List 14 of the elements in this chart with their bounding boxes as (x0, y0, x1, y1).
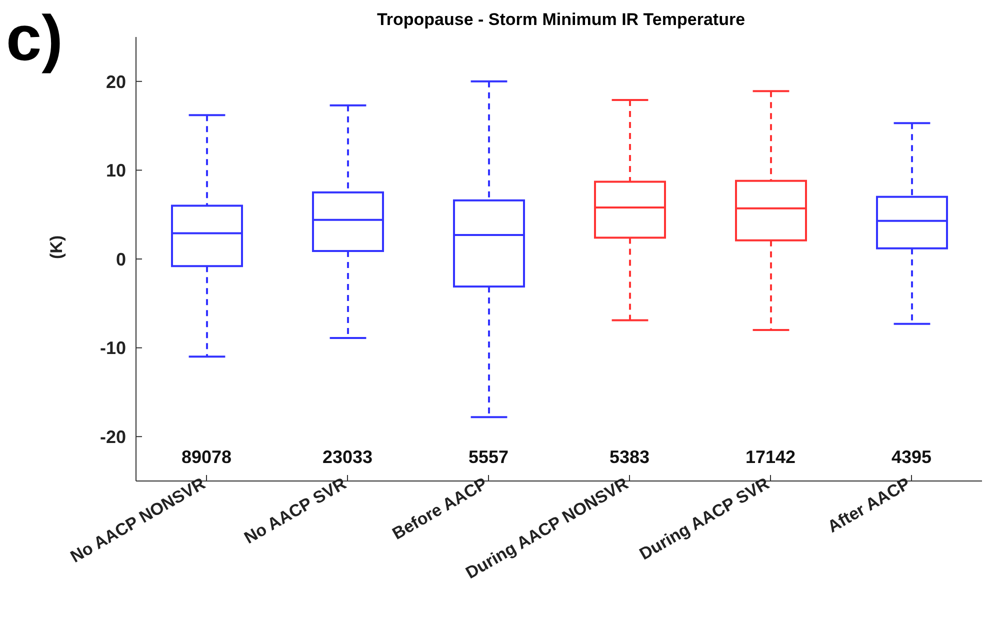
annotation: 89078 (181, 446, 232, 467)
text: c) (6, 2, 63, 74)
y-tick-label: -10 (100, 338, 126, 358)
annotation: 5557 (468, 446, 509, 467)
annotation: 23033 (322, 446, 373, 467)
y-tick-label: -20 (100, 426, 126, 447)
chart-title: Tropopause - Storm Minimum IR Temperature (376, 10, 746, 30)
annotation: 4395 (891, 446, 932, 467)
y-tick-label: 0 (116, 249, 126, 270)
y-tick-label: 10 (106, 160, 126, 181)
annotation: 5383 (609, 446, 650, 467)
annotation: 17142 (745, 446, 796, 467)
y-axis-title: (K) (47, 235, 66, 259)
y-tick-label: 20 (106, 72, 126, 92)
